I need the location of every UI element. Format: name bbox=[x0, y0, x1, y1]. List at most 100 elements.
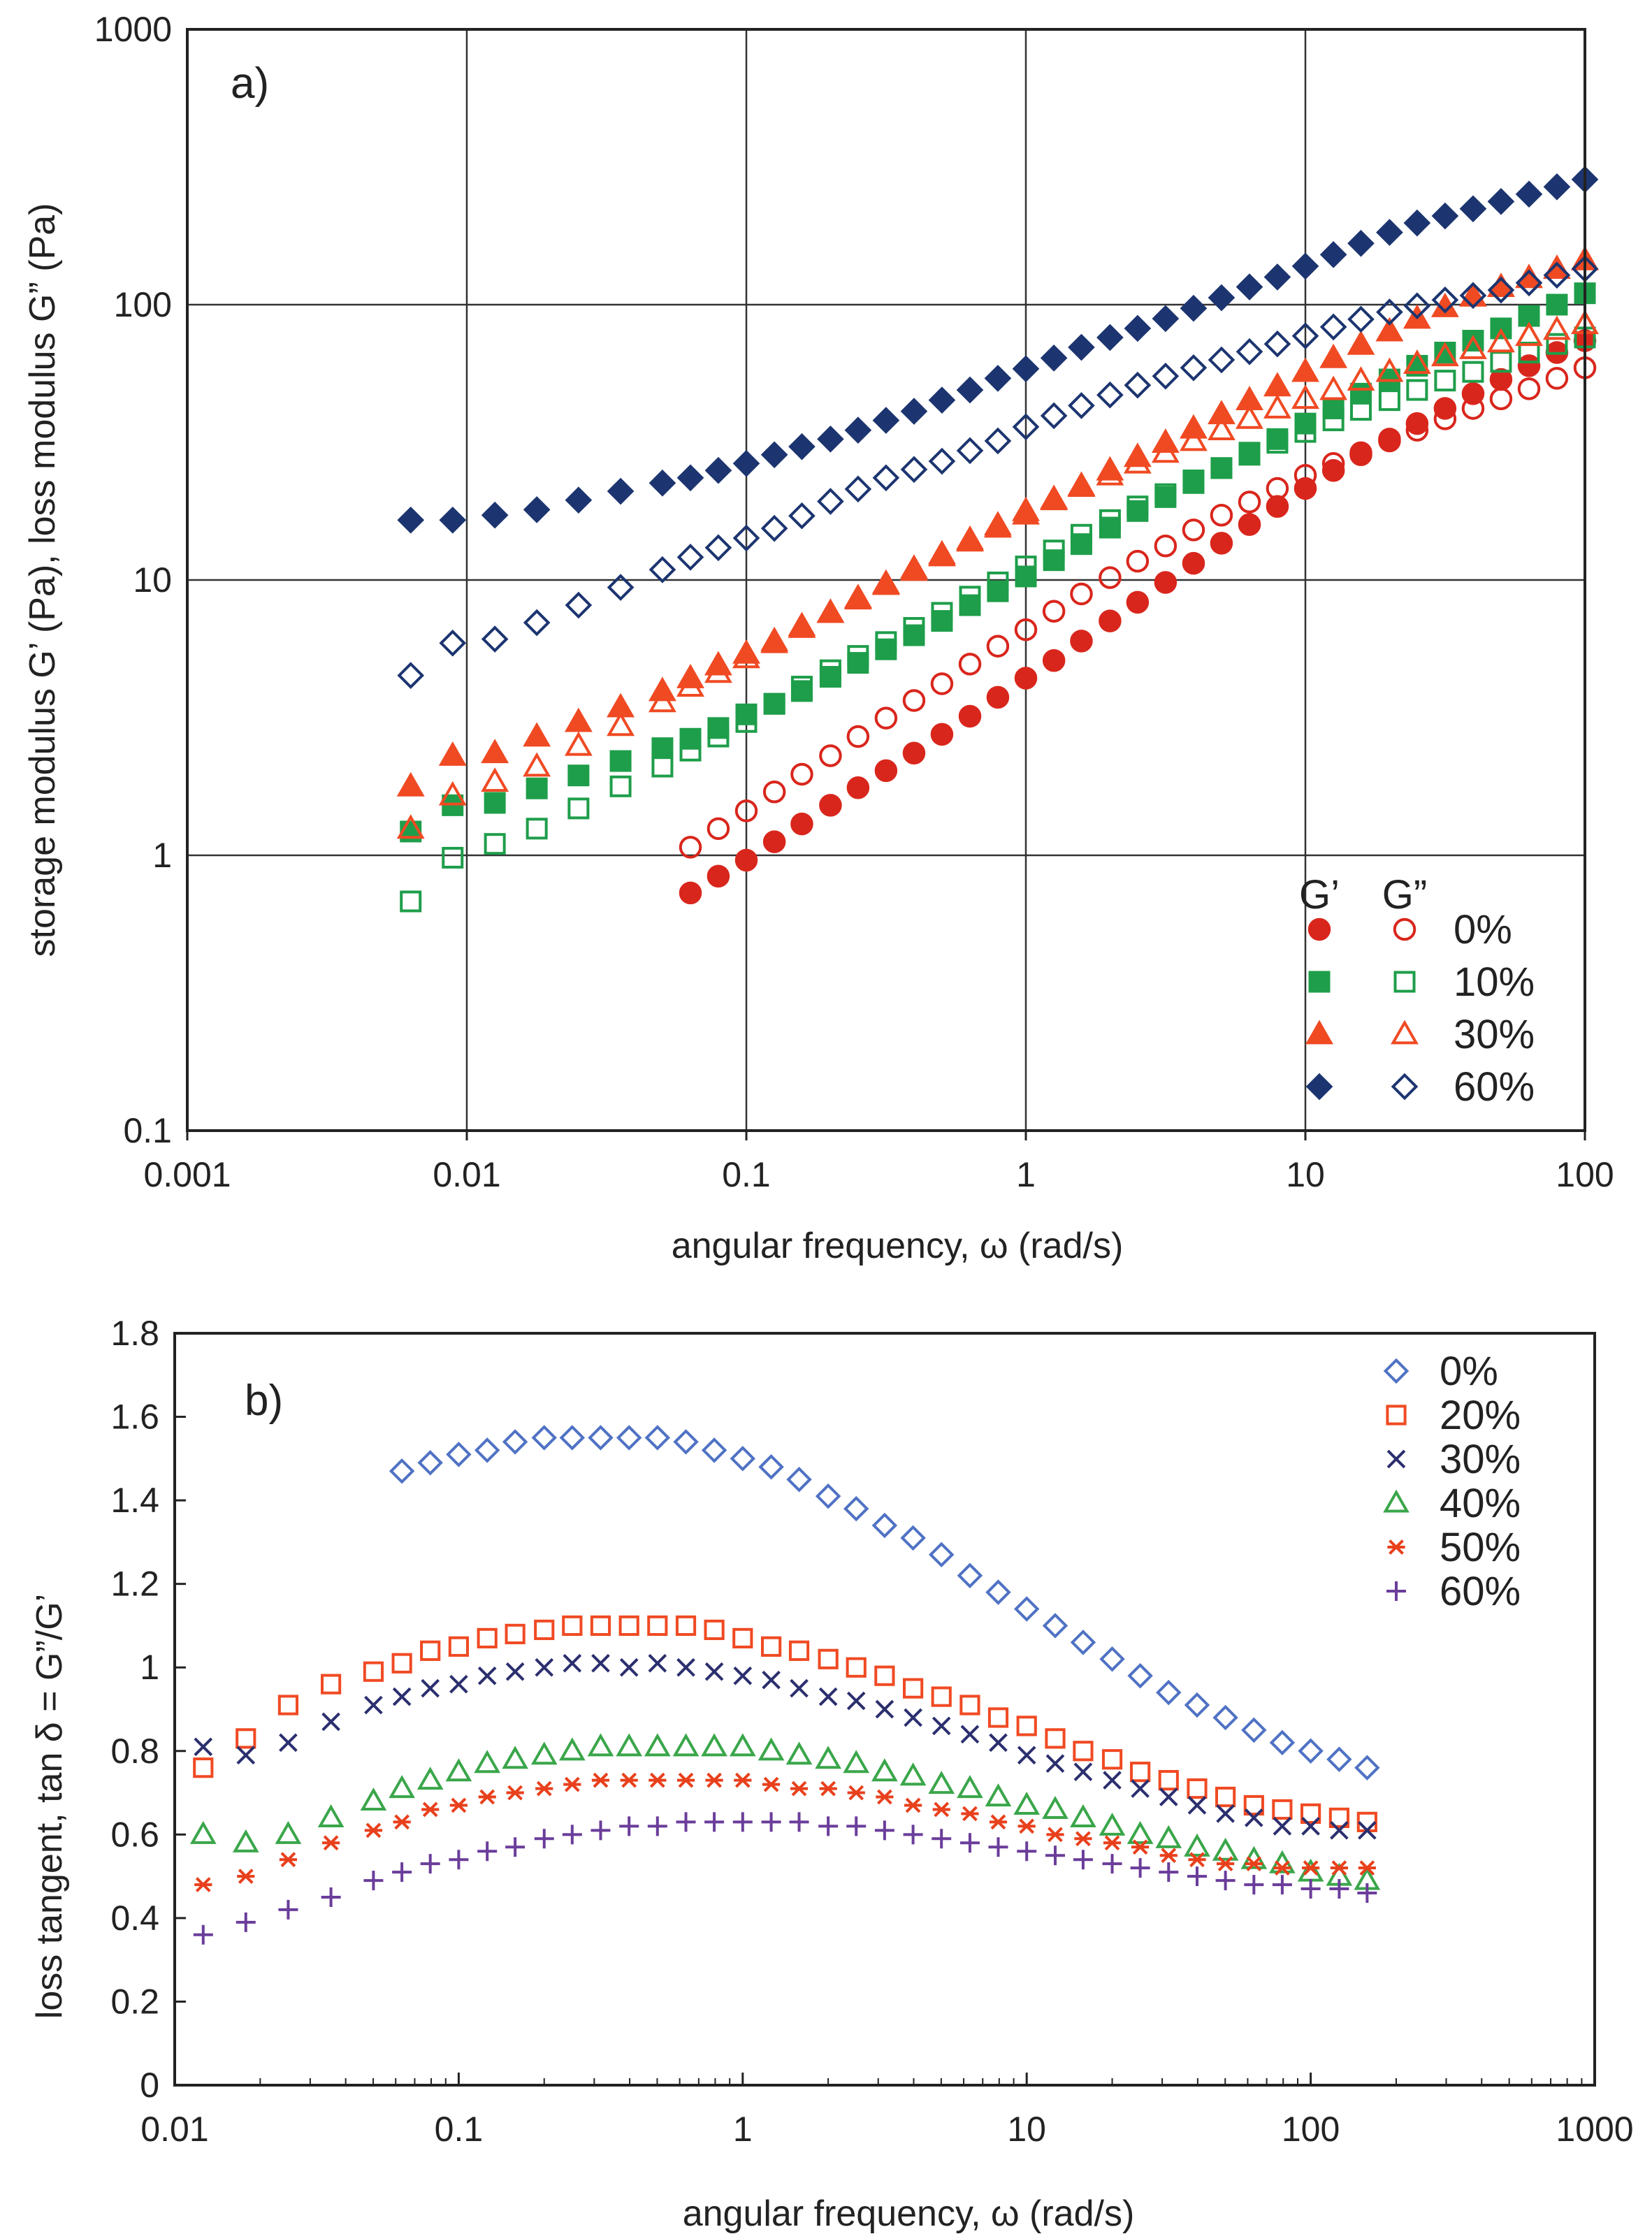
chart-b-point bbox=[392, 1862, 412, 1883]
chart-b-point bbox=[321, 1887, 341, 1907]
chart-b-point bbox=[448, 1636, 469, 1657]
chart-a-point bbox=[1321, 451, 1345, 475]
chart-b-point bbox=[1184, 1692, 1210, 1718]
chart-a-point bbox=[679, 739, 702, 762]
chart-a-point bbox=[1517, 354, 1541, 377]
chart-b-point bbox=[649, 1772, 667, 1788]
chart-b-point bbox=[676, 1812, 696, 1832]
chart-b-point bbox=[648, 1653, 667, 1673]
chart-a-point bbox=[1124, 371, 1152, 399]
chart-b-point bbox=[732, 1627, 753, 1648]
chart-b-point bbox=[1298, 1738, 1324, 1764]
chart-a-point bbox=[438, 781, 467, 806]
chart-b-point bbox=[587, 1733, 614, 1757]
chart-a-point bbox=[1012, 500, 1040, 525]
chart-b-point bbox=[193, 1757, 214, 1778]
chart-a-y-tick-label: 10 bbox=[133, 560, 172, 600]
chart-b-point bbox=[1187, 1796, 1207, 1815]
chart-b-point bbox=[449, 1674, 468, 1694]
chart-b-point bbox=[874, 1665, 895, 1686]
chart-a-point bbox=[679, 836, 702, 859]
chart-a-point bbox=[816, 598, 845, 623]
chart-a-point bbox=[956, 525, 984, 550]
chart-b-point bbox=[704, 1619, 725, 1641]
chart-a-point bbox=[704, 534, 732, 562]
chart-b-y-tick-label: 1.8 bbox=[110, 1314, 159, 1353]
chart-a-point bbox=[1319, 241, 1347, 268]
chart-b-point bbox=[1243, 1794, 1264, 1816]
chart-b-point bbox=[903, 1825, 923, 1845]
chart-b-point bbox=[1102, 1854, 1122, 1874]
chart-a-y-tick-label: 1000 bbox=[94, 10, 172, 49]
chart-a-point bbox=[481, 767, 509, 792]
chart-a-point bbox=[1322, 409, 1345, 432]
chart-b-point bbox=[871, 1512, 898, 1539]
chart-a-point bbox=[679, 881, 702, 905]
chart-b-point bbox=[1070, 1630, 1096, 1655]
chart-a-series bbox=[396, 245, 1599, 797]
chart-b-point bbox=[644, 1425, 671, 1451]
chart-b-point bbox=[762, 1670, 781, 1690]
chart-a-point bbox=[1291, 357, 1319, 382]
chart-a-point bbox=[763, 692, 785, 715]
chart-a-point bbox=[788, 433, 816, 460]
chart-b-point bbox=[959, 1695, 980, 1716]
chart-a-legend-marker bbox=[1305, 1020, 1333, 1045]
chart-b-point bbox=[761, 1812, 781, 1832]
chart-b-series bbox=[193, 1812, 1377, 1945]
chart-a-point bbox=[1208, 284, 1236, 312]
chart-a-point bbox=[1263, 263, 1291, 291]
chart-a-point bbox=[872, 407, 900, 434]
chart-a-point bbox=[707, 817, 730, 841]
chart-a-point bbox=[930, 723, 954, 746]
chart-a-point bbox=[1099, 516, 1121, 539]
chart-a-legend-marker bbox=[1393, 917, 1416, 941]
chart-b-point bbox=[1070, 1804, 1096, 1827]
chart-b-series bbox=[193, 1615, 1377, 1833]
chart-b-point bbox=[591, 1772, 610, 1788]
chart-b-point bbox=[278, 1899, 298, 1920]
chart-b-point bbox=[618, 1615, 639, 1637]
chart-b-point bbox=[1045, 1728, 1066, 1749]
chart-b-point bbox=[819, 1780, 837, 1797]
chart-a-point bbox=[1347, 305, 1375, 333]
chart-b-point bbox=[364, 1822, 383, 1838]
chart-a-point bbox=[1154, 571, 1178, 594]
chart-b-point bbox=[818, 1816, 839, 1836]
chart-b-point bbox=[1326, 1746, 1352, 1772]
chart-b-point bbox=[843, 1750, 870, 1774]
chart-b-points bbox=[189, 1425, 1381, 1945]
chart-b-point bbox=[818, 1687, 838, 1706]
chart-b-point bbox=[279, 1852, 298, 1868]
chart-a-point bbox=[484, 833, 506, 855]
chart-b-point bbox=[1103, 1771, 1122, 1790]
chart-b-point bbox=[237, 1869, 255, 1884]
chart-a-point bbox=[931, 602, 953, 624]
chart-a-point bbox=[1126, 495, 1149, 518]
chart-a-point bbox=[1012, 496, 1040, 521]
chart-a-point bbox=[956, 437, 984, 465]
chart-b-point bbox=[960, 1725, 980, 1744]
chart-a-point bbox=[874, 759, 898, 783]
chart-b-point bbox=[1046, 1827, 1064, 1843]
chart-b-point bbox=[1013, 1792, 1041, 1815]
chart-b-point bbox=[676, 1658, 695, 1677]
chart-b-point bbox=[815, 1746, 841, 1769]
chart-b-point bbox=[389, 1458, 415, 1484]
chart-b-point bbox=[322, 1835, 340, 1851]
chart-a-legend: G’ G” 0% 10% 30% 60% bbox=[1299, 872, 1535, 1110]
chart-a-point bbox=[1291, 252, 1319, 280]
chart-a-point bbox=[1238, 444, 1261, 466]
chart-a-point bbox=[734, 799, 758, 822]
chart-b-point bbox=[321, 1674, 342, 1695]
chart-b-point bbox=[616, 1425, 642, 1451]
chart-b-point bbox=[675, 1615, 697, 1637]
chart-a-point bbox=[1461, 397, 1485, 420]
chart-b-point bbox=[730, 1446, 756, 1472]
chart-a-point bbox=[1405, 419, 1429, 442]
chart-b-point bbox=[1045, 1845, 1065, 1866]
chart-b-point bbox=[1300, 1803, 1321, 1825]
chart-a-point bbox=[900, 398, 928, 425]
chart-b-point bbox=[1297, 1858, 1324, 1882]
chart-b-point bbox=[790, 1678, 809, 1698]
